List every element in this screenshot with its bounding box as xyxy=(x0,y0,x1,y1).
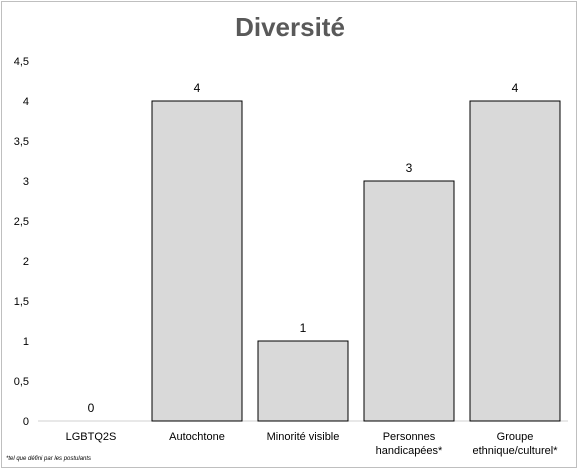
bar xyxy=(151,100,243,422)
footnote: *tel que défini par les postulants xyxy=(6,456,92,462)
data-label: 4 xyxy=(194,81,201,95)
y-tick-label: 4,5 xyxy=(14,56,29,68)
y-tick-label: 0 xyxy=(23,416,29,428)
data-label: 3 xyxy=(406,161,413,175)
data-label: 0 xyxy=(88,401,95,415)
y-tick-label: 2 xyxy=(23,256,29,268)
category-label: handicapées* xyxy=(376,445,443,457)
y-tick-label: 2,5 xyxy=(14,216,29,228)
y-tick-label: 3,5 xyxy=(14,136,29,148)
y-tick-label: 1 xyxy=(23,336,29,348)
category-label: Personnes xyxy=(383,431,436,443)
data-label: 1 xyxy=(300,321,307,335)
category-label: ethnique/culturel* xyxy=(472,445,558,457)
bar xyxy=(257,340,349,422)
data-label: 4 xyxy=(512,81,519,95)
category-label: LGBTQ2S xyxy=(66,431,117,443)
chart-title: Diversité xyxy=(235,12,345,42)
bar xyxy=(363,180,455,422)
category-label: Autochtone xyxy=(169,431,225,443)
category-label: Minorité visible xyxy=(267,431,340,443)
y-tick-label: 0,5 xyxy=(14,376,29,388)
y-tick-label: 1,5 xyxy=(14,296,29,308)
y-tick-label: 3 xyxy=(23,176,29,188)
bar xyxy=(469,100,561,422)
y-tick-label: 4 xyxy=(23,96,29,108)
category-label: Groupe xyxy=(497,431,534,443)
